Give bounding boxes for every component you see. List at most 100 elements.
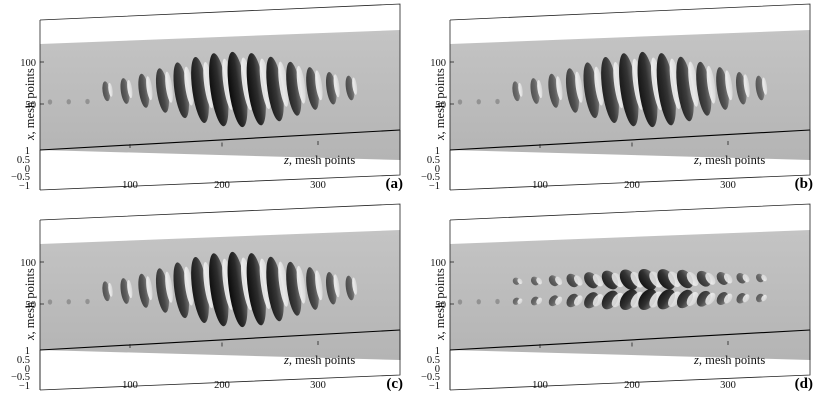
z-tick-label: 300 bbox=[310, 180, 326, 191]
wave-lobe bbox=[227, 251, 248, 328]
wave-highlight bbox=[517, 278, 523, 284]
wave-highlight bbox=[352, 277, 358, 295]
wave-dot bbox=[495, 98, 500, 105]
box-edge-bottom bbox=[39, 130, 401, 191]
wave-packet bbox=[457, 51, 768, 128]
wave-lobe bbox=[209, 253, 229, 327]
wave-highlight bbox=[573, 275, 583, 286]
wave-highlight bbox=[537, 80, 543, 99]
wave-highlight bbox=[594, 66, 604, 106]
wave-highlight bbox=[259, 58, 272, 110]
wave-highlight bbox=[613, 61, 624, 109]
box-edge-front bbox=[449, 129, 811, 151]
z-axis-label: z, mesh points bbox=[693, 353, 765, 367]
wave-dot bbox=[85, 298, 90, 305]
x-tick-label: 50 bbox=[26, 100, 37, 111]
wave-highlight bbox=[536, 277, 543, 285]
wave-highlight bbox=[165, 271, 173, 303]
value-tick-label: 0 bbox=[25, 364, 30, 375]
wave-dot bbox=[457, 99, 463, 105]
value-tick-label: −0.5 bbox=[421, 172, 440, 183]
wave-lobe bbox=[512, 81, 521, 102]
z-tick-label: 100 bbox=[122, 180, 138, 191]
wave-highlight bbox=[555, 296, 563, 305]
wave-dot bbox=[495, 298, 500, 305]
x-axis-label: x, mesh points bbox=[23, 268, 37, 341]
wave-dot bbox=[47, 299, 53, 305]
wave-highlight bbox=[184, 66, 194, 106]
x-tick-label: 50 bbox=[436, 100, 447, 111]
box-edge-top bbox=[39, 203, 401, 360]
wave-highlight bbox=[556, 76, 563, 101]
wave-highlight bbox=[555, 276, 563, 285]
wave-dot bbox=[476, 299, 481, 305]
wave-highlight bbox=[573, 295, 583, 306]
wave-highlight bbox=[127, 280, 133, 299]
box-edge-top bbox=[449, 3, 811, 160]
x-tick-label: 50 bbox=[436, 300, 447, 311]
panel-label: (c) bbox=[386, 376, 403, 392]
x-axis-label: x, mesh points bbox=[433, 268, 447, 341]
z-tick-label: 300 bbox=[720, 380, 736, 391]
z-tick-label: 100 bbox=[532, 380, 548, 391]
wave-highlight bbox=[762, 77, 768, 95]
wave-highlight bbox=[742, 274, 750, 283]
z-tick-label: 200 bbox=[214, 180, 230, 191]
wave-highlight bbox=[723, 273, 733, 284]
box-edge-front bbox=[39, 329, 401, 351]
wave-lobe bbox=[246, 253, 266, 326]
box-edge-top bbox=[39, 3, 401, 160]
panel-a: 100 50x, mesh points 10.50−0.5−1 100 200 300 z… bbox=[11, 3, 403, 192]
value-tick-label: 0 bbox=[435, 364, 440, 375]
z-axis-label: z, mesh points bbox=[283, 153, 355, 167]
wave-lobe bbox=[209, 53, 229, 127]
box-edge-bottom bbox=[39, 330, 401, 391]
x-tick-label: 50 bbox=[26, 300, 37, 311]
wave-highlight bbox=[761, 294, 767, 302]
wave-highlight bbox=[203, 261, 214, 309]
wave-lobe bbox=[656, 53, 676, 126]
panel-c: 100 50x, mesh points 10.50−0.5−1 100 200 300 z… bbox=[11, 203, 403, 392]
value-tick-label: −1 bbox=[429, 181, 440, 192]
wave-highlight bbox=[705, 272, 716, 285]
wave-lobe bbox=[227, 51, 248, 128]
wave-highlight bbox=[296, 65, 306, 104]
value-tick-label: 1 bbox=[25, 346, 30, 357]
wave-dot bbox=[66, 99, 71, 105]
wave-dot bbox=[457, 299, 463, 305]
wave-highlight bbox=[517, 298, 523, 304]
box-edge-bottom bbox=[449, 330, 811, 391]
wave-highlight bbox=[592, 274, 604, 287]
wave-highlight bbox=[669, 58, 682, 110]
wave-highlight bbox=[723, 293, 733, 304]
z-tick-label: 200 bbox=[624, 380, 640, 391]
wave-highlight bbox=[686, 292, 699, 306]
wave-highlight bbox=[688, 61, 699, 107]
value-tick-label: 0.5 bbox=[17, 155, 30, 166]
value-tick-label: −1 bbox=[19, 381, 30, 392]
wave-packet bbox=[47, 251, 358, 328]
z-tick-label: 100 bbox=[532, 180, 548, 191]
wave-dot bbox=[85, 98, 90, 105]
x-axis-label: x, mesh points bbox=[23, 68, 37, 141]
wave-highlight bbox=[184, 266, 194, 306]
x-tick-label: 100 bbox=[20, 58, 36, 69]
value-tick-label: 1 bbox=[435, 146, 440, 157]
wave-highlight bbox=[146, 76, 153, 101]
wave-highlight bbox=[761, 274, 767, 282]
wave-highlight bbox=[352, 77, 358, 95]
value-tick-label: 0 bbox=[25, 164, 30, 175]
panel-label: (b) bbox=[795, 176, 813, 192]
z-axis-label: z, mesh points bbox=[283, 353, 355, 367]
value-tick-label: −1 bbox=[429, 381, 440, 392]
wave-lobe bbox=[619, 53, 639, 127]
value-tick-label: 0 bbox=[435, 164, 440, 175]
wave-highlight bbox=[278, 61, 289, 107]
box-edge-top bbox=[449, 203, 811, 360]
z-tick-label: 200 bbox=[624, 180, 640, 191]
x-tick-label: 100 bbox=[20, 258, 36, 269]
wave-highlight bbox=[706, 65, 716, 104]
value-tick-label: 0.5 bbox=[427, 355, 440, 366]
z-tick-label: 300 bbox=[310, 380, 326, 391]
